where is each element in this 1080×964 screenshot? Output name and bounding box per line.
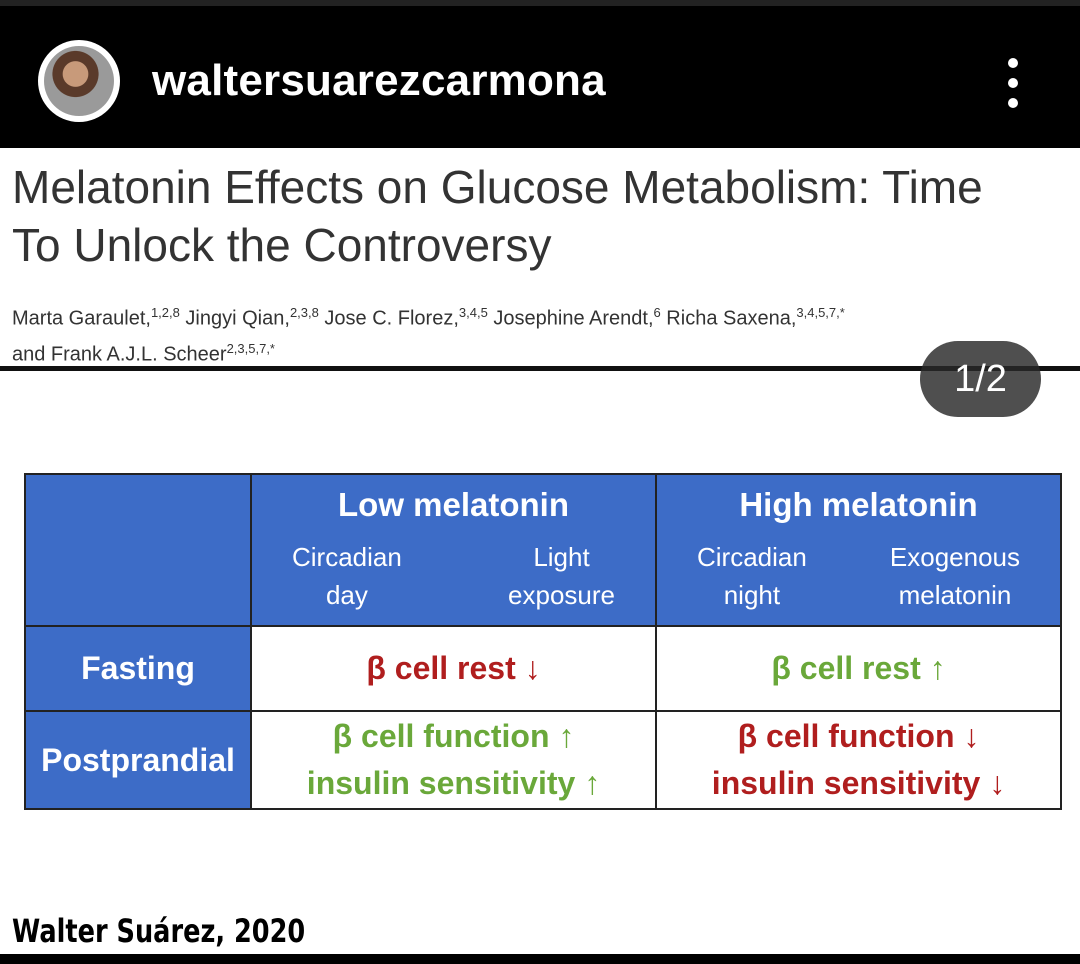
column-subheader: Circadian day: [292, 542, 402, 610]
author-name: Marta Garaulet,: [12, 307, 151, 330]
page-indicator: 1/2: [920, 341, 1041, 417]
profile-photo-icon: [44, 46, 114, 116]
affiliation-sup: 6: [653, 305, 661, 320]
affiliation-sup: 2,3,8: [289, 305, 319, 320]
username-link[interactable]: waltersuarezcarmona: [152, 56, 606, 105]
author-credit: Walter Suárez, 2020: [12, 912, 306, 950]
column-subheader: Circadian night: [697, 542, 807, 610]
post-header: waltersuarezcarmona: [0, 0, 1080, 148]
row-label-fasting: Fasting: [24, 625, 252, 712]
row-label-postprandial: Postprandial: [24, 710, 252, 810]
low-melatonin-header: Low melatonin Circadian day Light exposure: [250, 473, 657, 627]
cell-line: β cell function ↓: [737, 718, 980, 754]
cell-line: insulin sensitivity ↑: [306, 765, 601, 801]
postprandial-high-cell: β cell function ↓ insulin sensitivity ↓: [655, 710, 1062, 810]
avatar[interactable]: [38, 40, 120, 122]
more-options-button[interactable]: [998, 58, 1028, 108]
author-name: and Frank A.J.L. Scheer: [12, 343, 227, 366]
author-name: Jingyi Qian,: [179, 307, 290, 330]
affiliation-sup: 3,4,5,7,*: [796, 305, 845, 320]
paper-title: Melatonin Effects on Glucose Metabolism:…: [12, 158, 1080, 274]
post-image[interactable]: Melatonin Effects on Glucose Metabolism:…: [0, 148, 1080, 954]
cell-line: β cell function ↑: [332, 718, 575, 754]
affiliation-sup: 1,2,8: [150, 305, 180, 320]
column-header: Low melatonin: [338, 486, 569, 523]
more-vertical-icon: [1008, 58, 1018, 68]
column-subheader: Light exposure: [508, 542, 615, 610]
fasting-low-cell: β cell rest ↓: [250, 625, 657, 712]
paper-title-line2: To Unlock the Controversy: [12, 219, 552, 271]
more-vertical-icon-dot: [1008, 98, 1018, 108]
postprandial-low-cell: β cell function ↑ insulin sensitivity ↑: [250, 710, 657, 810]
column-subheader: Exogenous melatonin: [889, 542, 1020, 610]
divider: [0, 366, 1080, 371]
column-header: High melatonin: [739, 486, 978, 523]
author-name: Josephine Arendt,: [487, 307, 654, 330]
bottom-bar: [0, 954, 1080, 964]
high-melatonin-header: High melatonin Circadian night Exogenous m…: [655, 473, 1062, 627]
affiliation-sup: 2,3,5,7,*: [226, 340, 275, 356]
affiliation-sup: 3,4,5: [458, 305, 488, 320]
table-corner-cell: [24, 473, 252, 627]
author-name: Richa Saxena,: [660, 307, 797, 330]
fasting-high-cell: β cell rest ↑: [655, 625, 1062, 712]
melatonin-table: Low melatonin Circadian day Light exposure…: [24, 473, 1062, 810]
paper-title-line1: Melatonin Effects on Glucose Metabolism:…: [12, 161, 983, 213]
author-list: Marta Garaulet,1,2,8 Jingyi Qian,2,3,8 J…: [12, 298, 1072, 369]
author-name: Jose C. Florez,: [318, 307, 459, 330]
cell-line: insulin sensitivity ↓: [711, 765, 1006, 801]
more-vertical-icon-dot: [1008, 78, 1018, 88]
